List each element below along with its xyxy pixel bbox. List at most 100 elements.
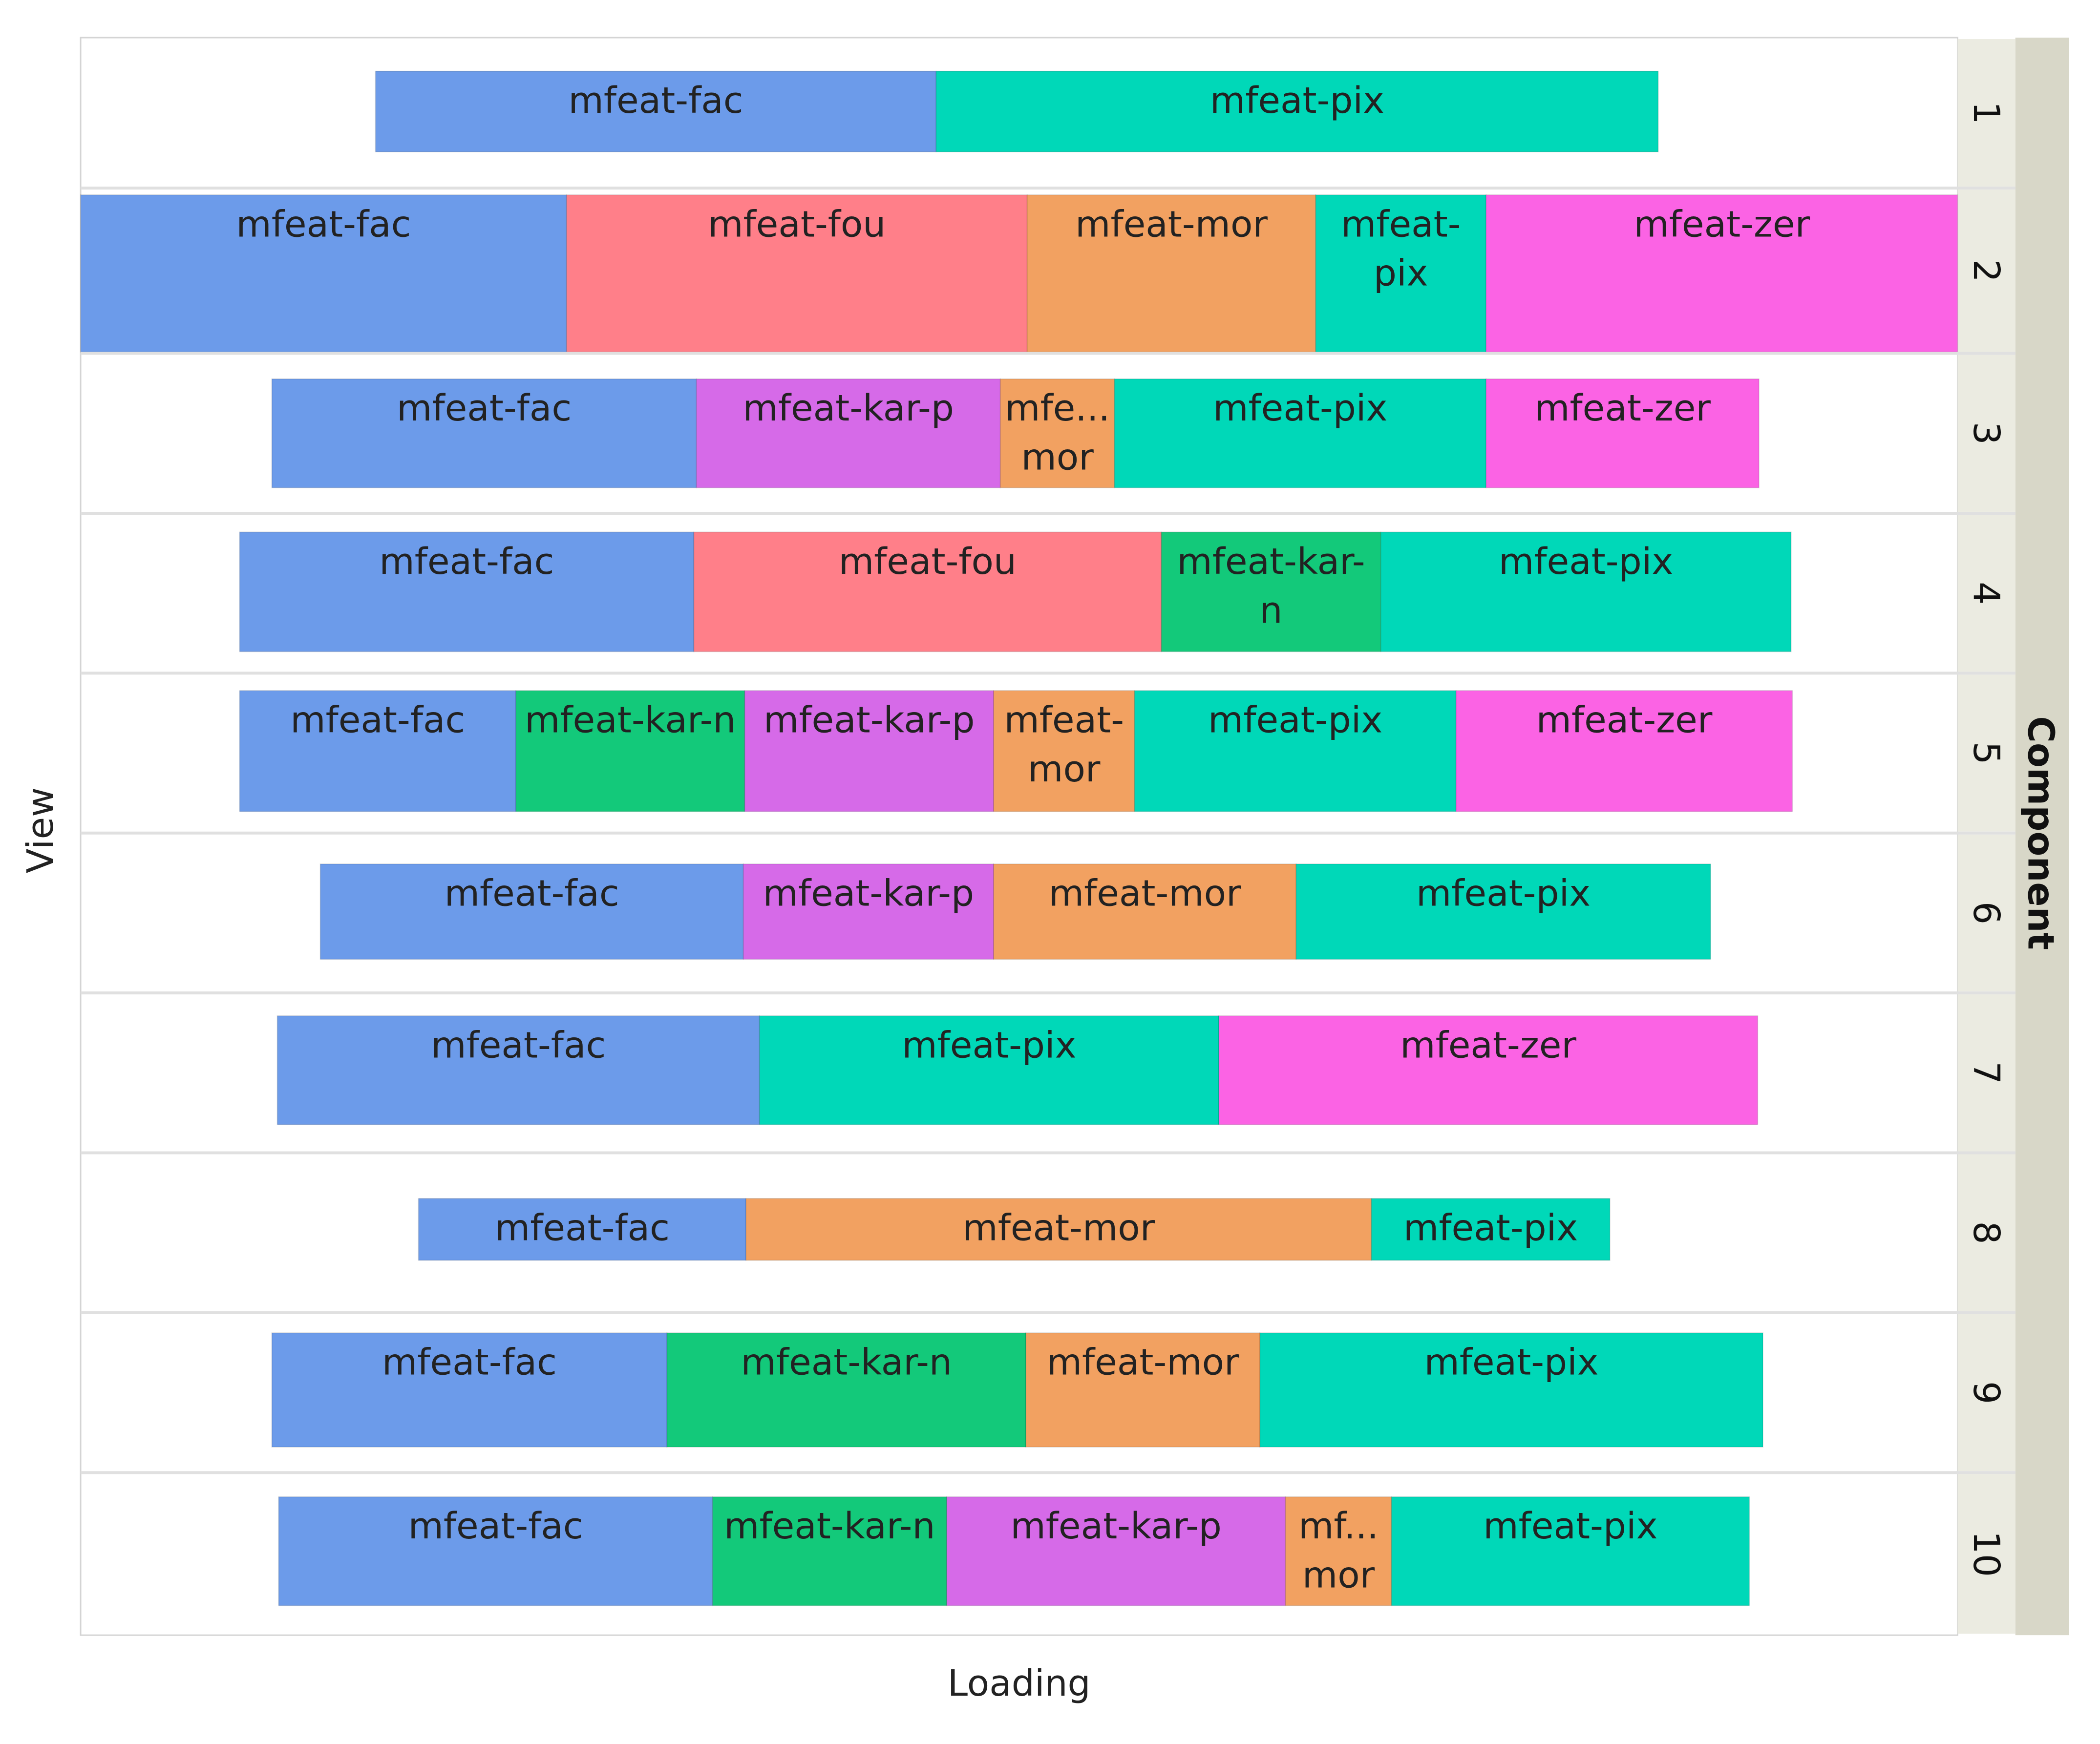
bar-segment-mfeat-fou[interactable] xyxy=(566,194,1028,353)
bar-segment-mfeat-mor[interactable] xyxy=(1025,1332,1261,1448)
bar-segment-mfeat-mor[interactable] xyxy=(1026,194,1316,353)
bar-label: mfeat-fac xyxy=(445,872,619,914)
bar-label: mfeat-fac xyxy=(397,387,572,429)
bar-segment-mfeat-kar-n[interactable] xyxy=(712,1496,947,1606)
bar-label: mfeat-mor xyxy=(1047,1341,1239,1384)
bar-label: mfeat-pix xyxy=(1210,79,1384,122)
facet-strip-7 xyxy=(1957,994,2015,1152)
facet-strip-6 xyxy=(1957,834,2015,992)
bar-label: mfeat-zer xyxy=(1633,203,1810,245)
bar-label: mfeat-kar-p xyxy=(743,387,954,429)
facet-strip-4 xyxy=(1957,514,2015,672)
bar-segment-mfeat-kar-p[interactable] xyxy=(946,1496,1286,1606)
bar-label: mfeat-pix xyxy=(1213,387,1387,429)
bar-segment-mfeat-fac[interactable] xyxy=(271,378,697,488)
bar-segment-mfeat-fac[interactable] xyxy=(239,531,695,652)
plot-layer: 1 mfeat-fac mfeat-pix 2 mfeat-fac mfeat-fou mf… xyxy=(80,37,2069,1636)
bar-segment-mfeat-kar-p[interactable] xyxy=(742,863,994,960)
bar-segment-mfeat-fou[interactable] xyxy=(693,531,1162,652)
bar-label: mfeat-fac xyxy=(379,540,554,583)
bar-segment-mfeat-mor[interactable] xyxy=(999,378,1115,488)
bar-segment-mfeat-zer[interactable] xyxy=(1485,194,1958,353)
bar-label: mfeat-pix xyxy=(1499,540,1673,583)
facet-strip-1 xyxy=(1957,39,2015,187)
bar-segment-mfeat-pix[interactable] xyxy=(1295,863,1711,960)
bar-label: pix xyxy=(1374,252,1428,294)
bar-label: mfeat-fac xyxy=(495,1206,670,1249)
bar-segment-mfeat-kar-p[interactable] xyxy=(744,690,994,812)
bar-segment-mfeat-mor[interactable] xyxy=(1285,1496,1392,1606)
facet-label-10: 10 xyxy=(1965,1531,2008,1576)
bar-label: mfeat-fou xyxy=(708,203,886,245)
bar-segment-mfeat-fac[interactable] xyxy=(278,1496,713,1606)
bar-segment-mfeat-zer[interactable] xyxy=(1218,1015,1759,1125)
y-axis-label: View xyxy=(19,787,62,873)
bar-label: mfeat-fou xyxy=(839,540,1017,583)
bar-label: mfeat-kar-n xyxy=(525,698,736,741)
bar-segment-mfeat-pix[interactable] xyxy=(1315,194,1487,353)
bar-label: mfeat-fac xyxy=(569,79,743,122)
bar-segment-mfeat-pix[interactable] xyxy=(1371,1198,1611,1261)
bar-segment-mfeat-zer[interactable] xyxy=(1455,690,1793,812)
facet-label-8: 8 xyxy=(1965,1221,2008,1244)
bar-label: mfeat-zer xyxy=(1534,387,1711,429)
bar-segment-mfeat-pix[interactable] xyxy=(1380,531,1792,652)
bar-segment-mfeat-fac[interactable] xyxy=(80,194,567,353)
bar-segment-mfeat-zer[interactable] xyxy=(1485,378,1760,488)
facet-strip-8 xyxy=(1957,1154,2015,1311)
bar-segment-mfeat-pix[interactable] xyxy=(1259,1332,1763,1448)
bar-segment-mfeat-pix[interactable] xyxy=(759,1015,1220,1125)
bar-segment-mfeat-pix[interactable] xyxy=(935,70,1659,152)
bar-label: n xyxy=(1260,589,1283,631)
bar-label: mfeat-fac xyxy=(290,698,465,741)
bar-segment-mfeat-pix[interactable] xyxy=(1391,1496,1750,1606)
bar-segment-mfeat-fac[interactable] xyxy=(319,863,744,960)
bar-label: mfeat-kar- xyxy=(1177,540,1365,583)
facet-label-9: 9 xyxy=(1965,1381,2008,1404)
bar-label: mfeat-fac xyxy=(236,203,411,245)
bar-label: mfeat-pix xyxy=(1483,1505,1657,1547)
bar-label: mor xyxy=(1302,1554,1375,1596)
facet-label-1: 1 xyxy=(1965,101,2008,124)
bar-label: mor xyxy=(1028,748,1101,790)
bar-label: mfeat- xyxy=(1004,698,1124,741)
bar-segment-mfeat-kar-p[interactable] xyxy=(696,378,1001,488)
x-axis-label: Loading xyxy=(948,1662,1091,1704)
bar-segment-mfeat-fac[interactable] xyxy=(418,1198,747,1261)
bar-segment-mfeat-kar-n[interactable] xyxy=(515,690,745,812)
bar-label: mfeat- xyxy=(1341,203,1461,245)
bar-label: mfeat-zer xyxy=(1536,698,1713,741)
bar-segment-mfeat-fac[interactable] xyxy=(271,1332,668,1448)
facet-strip-2 xyxy=(1957,189,2015,352)
facet-strip-10 xyxy=(1957,1474,2015,1634)
bar-label: mfeat-pix xyxy=(1208,698,1382,741)
bar-segment-mfeat-fac[interactable] xyxy=(276,1015,760,1125)
facet-strip-5 xyxy=(1957,674,2015,832)
facet-label-7: 7 xyxy=(1965,1061,2008,1084)
facet-strip-3 xyxy=(1957,355,2015,512)
bar-label: mfeat-kar-p xyxy=(764,698,975,741)
bar-label: mfe... xyxy=(1005,387,1110,429)
bar-label: mfeat-pix xyxy=(1424,1341,1598,1384)
bar-segment-mfeat-kar-n[interactable] xyxy=(666,1332,1027,1448)
bar-segment-mfeat-mor[interactable] xyxy=(745,1198,1372,1261)
bar-label: mfeat-fac xyxy=(408,1505,583,1547)
bar-label: mfeat-fac xyxy=(382,1341,557,1384)
bar-label: mfeat-mor xyxy=(1049,872,1241,914)
bar-label: mor xyxy=(1021,436,1094,478)
facet-label-3: 3 xyxy=(1965,422,2008,445)
bar-label: mfeat-fac xyxy=(431,1024,606,1066)
facet-label-5: 5 xyxy=(1965,741,2008,764)
bar-label: mf... xyxy=(1298,1505,1379,1547)
bar-segment-mfeat-fac[interactable] xyxy=(239,690,517,812)
bar-label: mfeat-kar-p xyxy=(763,872,974,914)
facet-outer-strip xyxy=(2015,38,2069,1636)
bar-segment-mfeat-pix[interactable] xyxy=(1114,378,1487,488)
bar-segment-mfeat-mor[interactable] xyxy=(993,690,1135,812)
facet-label-4: 4 xyxy=(1965,582,2008,605)
bar-label: mfeat-mor xyxy=(1075,203,1268,245)
bar-segment-mfeat-kar-n[interactable] xyxy=(1161,531,1381,652)
bar-segment-mfeat-pix[interactable] xyxy=(1134,690,1457,812)
bar-label: mfeat-pix xyxy=(1403,1206,1578,1249)
